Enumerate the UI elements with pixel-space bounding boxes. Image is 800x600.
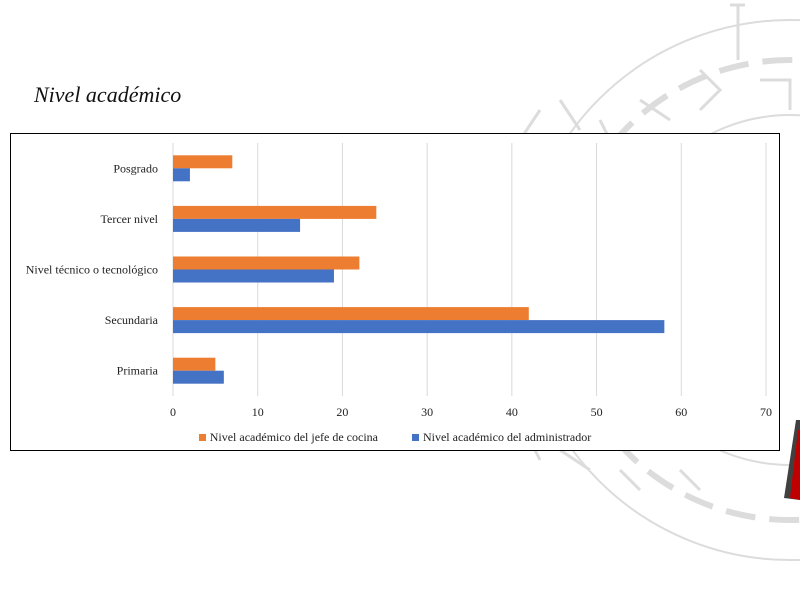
x-tick-label: 50	[591, 405, 603, 419]
chart-container: 0 10 20 30 40 50 60 70 Posgrado Tercer nivel Nivel…	[10, 133, 780, 451]
slide-title: Nivel académico	[34, 82, 182, 107]
legend-swatch-admin	[411, 434, 419, 441]
bar-jefe	[173, 256, 360, 270]
bar-jefe	[173, 357, 216, 371]
y-category-label: Nivel técnico o tecnológico	[26, 263, 158, 277]
y-category-label: Secundaria	[105, 313, 159, 327]
bar-admin	[173, 168, 190, 182]
y-category-label: Primaria	[117, 364, 159, 378]
bar-admin	[173, 218, 301, 232]
x-tick-label: 30	[421, 405, 433, 419]
bar-admin	[173, 370, 224, 384]
x-tick-label: 0	[170, 405, 176, 419]
bar-jefe	[173, 155, 233, 169]
x-tick-label: 20	[336, 405, 348, 419]
x-tick-label: 40	[506, 405, 518, 419]
legend-item-jefe: Nivel académico del jefe de cocina	[198, 430, 378, 445]
corner-accent	[784, 420, 800, 500]
chart-legend: Nivel académico del jefe de cocina Nivel…	[11, 430, 779, 445]
bar-jefe	[173, 205, 377, 219]
legend-item-admin: Nivel académico del administrador	[411, 430, 592, 445]
x-tick-label: 10	[252, 405, 264, 419]
bar-jefe	[173, 307, 529, 321]
bar-admin	[173, 269, 334, 283]
legend-swatch-jefe	[198, 434, 206, 441]
y-category-label: Tercer nivel	[101, 212, 159, 226]
bar-chart: 0 10 20 30 40 50 60 70 Posgrado Tercer nivel Nivel…	[26, 143, 772, 419]
legend-label-jefe: Nivel académico del jefe de cocina	[209, 430, 378, 444]
x-tick-label: 70	[760, 405, 772, 419]
legend-label-admin: Nivel académico del administrador	[422, 430, 592, 444]
y-category-label: Posgrado	[113, 161, 158, 175]
x-tick-label: 60	[675, 405, 687, 419]
bar-admin	[173, 320, 665, 334]
